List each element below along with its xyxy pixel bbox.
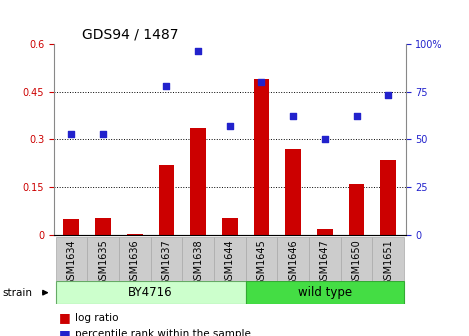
- Bar: [190, 128, 206, 235]
- Bar: [254, 79, 269, 235]
- Text: ■: ■: [59, 328, 70, 336]
- Bar: [95, 218, 111, 235]
- Text: GSM1637: GSM1637: [161, 239, 172, 286]
- Bar: [87, 237, 119, 281]
- Point: [289, 114, 297, 119]
- Point: [321, 137, 329, 142]
- Bar: [340, 237, 372, 281]
- Bar: [55, 281, 246, 304]
- Bar: [348, 184, 364, 235]
- Text: BY4716: BY4716: [129, 286, 173, 299]
- Bar: [380, 160, 396, 235]
- Text: GSM1646: GSM1646: [288, 239, 298, 286]
- Bar: [63, 219, 79, 235]
- Point: [258, 79, 265, 85]
- Point: [163, 83, 170, 88]
- Text: GSM1636: GSM1636: [130, 239, 140, 286]
- Text: GSM1645: GSM1645: [257, 239, 266, 286]
- Text: GSM1650: GSM1650: [352, 239, 362, 286]
- Text: GSM1647: GSM1647: [320, 239, 330, 286]
- Point: [68, 131, 75, 136]
- Bar: [182, 237, 214, 281]
- Text: GSM1651: GSM1651: [383, 239, 393, 286]
- Bar: [317, 229, 333, 235]
- Bar: [159, 165, 174, 235]
- Bar: [372, 237, 404, 281]
- Point: [385, 93, 392, 98]
- Text: wild type: wild type: [298, 286, 352, 299]
- Bar: [246, 237, 277, 281]
- Text: percentile rank within the sample: percentile rank within the sample: [75, 329, 251, 336]
- Bar: [119, 237, 151, 281]
- Text: log ratio: log ratio: [75, 312, 119, 323]
- Bar: [277, 237, 309, 281]
- Text: GDS94 / 1487: GDS94 / 1487: [82, 27, 179, 41]
- Bar: [151, 237, 182, 281]
- Text: GSM1635: GSM1635: [98, 239, 108, 286]
- Text: GSM1644: GSM1644: [225, 239, 235, 286]
- Text: ■: ■: [59, 311, 70, 324]
- Point: [226, 123, 234, 129]
- Text: GSM1638: GSM1638: [193, 239, 203, 286]
- Text: strain: strain: [2, 288, 32, 298]
- Bar: [55, 237, 87, 281]
- Bar: [285, 149, 301, 235]
- Bar: [309, 237, 340, 281]
- Bar: [222, 218, 238, 235]
- Point: [194, 49, 202, 54]
- Point: [99, 131, 107, 136]
- Bar: [127, 234, 143, 235]
- Bar: [246, 281, 404, 304]
- Text: GSM1634: GSM1634: [67, 239, 76, 286]
- Bar: [214, 237, 246, 281]
- Point: [353, 114, 360, 119]
